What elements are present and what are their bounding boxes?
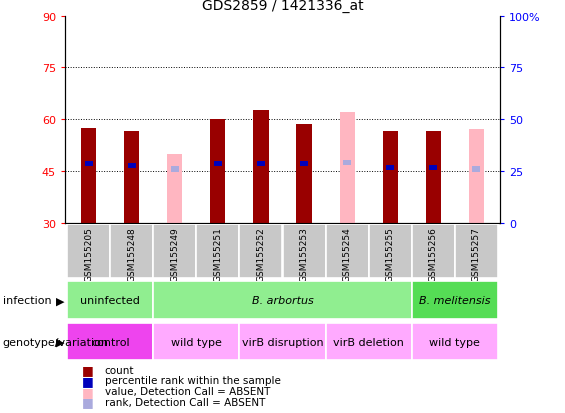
- Bar: [425, 132, 441, 223]
- Title: GDS2859 / 1421336_at: GDS2859 / 1421336_at: [202, 0, 363, 13]
- Bar: [383, 132, 398, 223]
- Bar: [412, 224, 455, 279]
- Bar: [67, 323, 153, 361]
- Bar: [128, 164, 136, 169]
- Bar: [455, 224, 498, 279]
- Bar: [282, 224, 325, 279]
- Text: ■: ■: [82, 374, 94, 387]
- Text: GSM155253: GSM155253: [299, 227, 308, 282]
- Bar: [153, 224, 197, 279]
- Text: rank, Detection Call = ABSENT: rank, Detection Call = ABSENT: [105, 397, 265, 407]
- Text: GSM155252: GSM155252: [257, 227, 266, 282]
- Bar: [124, 132, 140, 223]
- Text: uninfected: uninfected: [80, 295, 140, 306]
- Bar: [429, 165, 437, 171]
- Text: GSM155256: GSM155256: [429, 227, 438, 282]
- Text: ▶: ▶: [56, 337, 64, 347]
- Text: GSM155254: GSM155254: [342, 227, 351, 282]
- Text: count: count: [105, 365, 134, 375]
- Bar: [472, 167, 480, 172]
- Text: virB disruption: virB disruption: [242, 337, 323, 347]
- Bar: [343, 160, 351, 165]
- Text: ■: ■: [82, 395, 94, 408]
- Bar: [368, 224, 412, 279]
- Text: GSM155255: GSM155255: [386, 227, 395, 282]
- Text: GSM155205: GSM155205: [84, 227, 93, 282]
- Text: control: control: [91, 337, 129, 347]
- Text: B. arbortus: B. arbortus: [251, 295, 314, 306]
- Bar: [81, 128, 96, 223]
- Text: virB deletion: virB deletion: [333, 337, 404, 347]
- Bar: [214, 162, 222, 167]
- Bar: [325, 323, 412, 361]
- Bar: [67, 224, 110, 279]
- Text: wild type: wild type: [429, 337, 480, 347]
- Text: value, Detection Call = ABSENT: value, Detection Call = ABSENT: [105, 386, 270, 396]
- Bar: [240, 224, 282, 279]
- Text: genotype/variation: genotype/variation: [3, 337, 109, 347]
- Bar: [110, 224, 153, 279]
- Bar: [340, 113, 355, 223]
- Text: GSM155248: GSM155248: [127, 227, 136, 282]
- Text: GSM155257: GSM155257: [472, 227, 481, 282]
- Bar: [85, 162, 93, 167]
- Bar: [469, 130, 484, 223]
- Text: GSM155251: GSM155251: [214, 227, 223, 282]
- Bar: [167, 154, 182, 223]
- Bar: [257, 162, 265, 167]
- Bar: [297, 125, 311, 223]
- Text: GSM155249: GSM155249: [170, 227, 179, 282]
- Bar: [171, 167, 179, 172]
- Text: ▶: ▶: [56, 295, 64, 306]
- Text: wild type: wild type: [171, 337, 222, 347]
- Text: ■: ■: [82, 385, 94, 398]
- Bar: [153, 323, 240, 361]
- Bar: [300, 162, 308, 167]
- Bar: [412, 323, 498, 361]
- Bar: [67, 282, 153, 319]
- Bar: [197, 224, 240, 279]
- Text: B. melitensis: B. melitensis: [419, 295, 490, 306]
- Bar: [210, 120, 225, 223]
- Bar: [325, 224, 368, 279]
- Bar: [153, 282, 412, 319]
- Text: percentile rank within the sample: percentile rank within the sample: [105, 375, 280, 385]
- Text: ■: ■: [82, 363, 94, 376]
- Text: infection: infection: [3, 295, 51, 306]
- Bar: [254, 111, 268, 223]
- Bar: [386, 165, 394, 171]
- Bar: [412, 282, 498, 319]
- Bar: [240, 323, 325, 361]
